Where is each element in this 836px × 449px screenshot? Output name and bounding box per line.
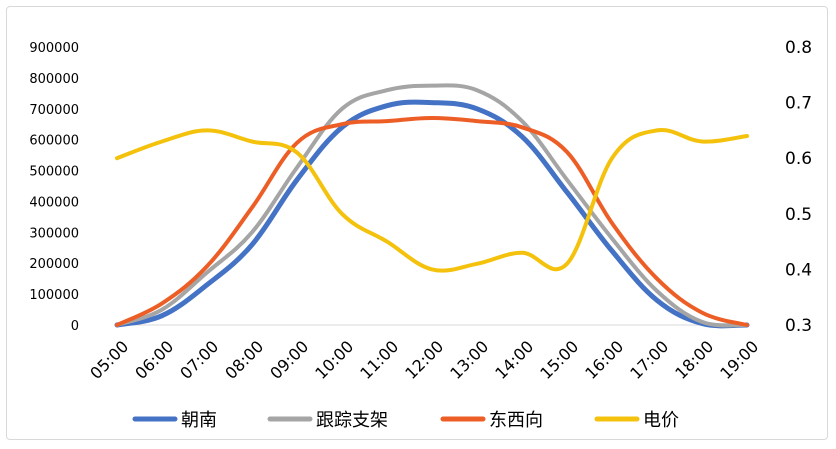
left-tick-label: 0	[71, 319, 79, 334]
x-tick-label: 14:00	[491, 337, 537, 383]
right-tick-label: 0.5	[785, 205, 812, 225]
left-tick-label: 900000	[29, 41, 79, 56]
legend: 朝南 跟踪支架 东西向 电价	[132, 410, 679, 431]
x-tick-label: 15:00	[536, 337, 582, 383]
x-tick-label: 08:00	[221, 337, 267, 383]
legend-label: 电价	[643, 410, 679, 431]
x-tick-label: 13:00	[446, 337, 492, 383]
x-tick-label: 16:00	[581, 337, 627, 383]
x-tick-label: 10:00	[311, 337, 357, 383]
x-tick-label: 17:00	[626, 337, 672, 383]
left-tick-label: 400000	[29, 195, 79, 210]
right-axis: 0.3 0.4 0.5 0.6 0.7 0.8	[785, 38, 812, 336]
x-tick-label: 06:00	[131, 337, 177, 383]
right-tick-label: 0.7	[785, 94, 812, 114]
series-line-3	[115, 127, 749, 273]
legend-label: 跟踪支架	[316, 410, 388, 431]
x-tick-label: 11:00	[356, 337, 402, 383]
left-tick-label: 600000	[29, 134, 79, 149]
right-tick-label: 0.6	[785, 149, 812, 169]
line-chart: 0 100000 200000 300000 400000 500000 600000 700…	[29, 38, 812, 431]
left-axis: 0 100000 200000 300000 400000 500000 600000 700…	[29, 41, 79, 334]
series-line-1	[115, 83, 749, 328]
left-tick-label: 300000	[29, 226, 79, 241]
x-tick-label: 05:00	[86, 337, 132, 383]
right-tick-label: 0.8	[785, 38, 812, 58]
right-tick-label: 0.3	[785, 316, 812, 336]
series-line-2	[115, 116, 749, 327]
legend-label: 东西向	[489, 410, 543, 431]
x-tick-label: 19:00	[716, 337, 762, 383]
x-tick-label: 07:00	[176, 337, 222, 383]
right-tick-label: 0.4	[785, 260, 812, 280]
x-tick-label: 18:00	[671, 337, 717, 383]
left-tick-label: 500000	[29, 165, 79, 180]
x-tick-label: 09:00	[266, 337, 312, 383]
x-axis: 05:0006:0007:0008:0009:0010:0011:0012:00…	[86, 337, 762, 383]
chart-frame: 0 100000 200000 300000 400000 500000 600000 700…	[6, 6, 828, 440]
series-line-0	[114, 99, 750, 329]
left-tick-label: 700000	[29, 103, 79, 118]
left-tick-label: 100000	[29, 288, 79, 303]
series-layer	[114, 83, 750, 329]
left-tick-label: 800000	[29, 72, 79, 87]
left-tick-label: 200000	[29, 257, 79, 272]
x-tick-label: 12:00	[401, 337, 447, 383]
legend-label: 朝南	[181, 410, 217, 431]
